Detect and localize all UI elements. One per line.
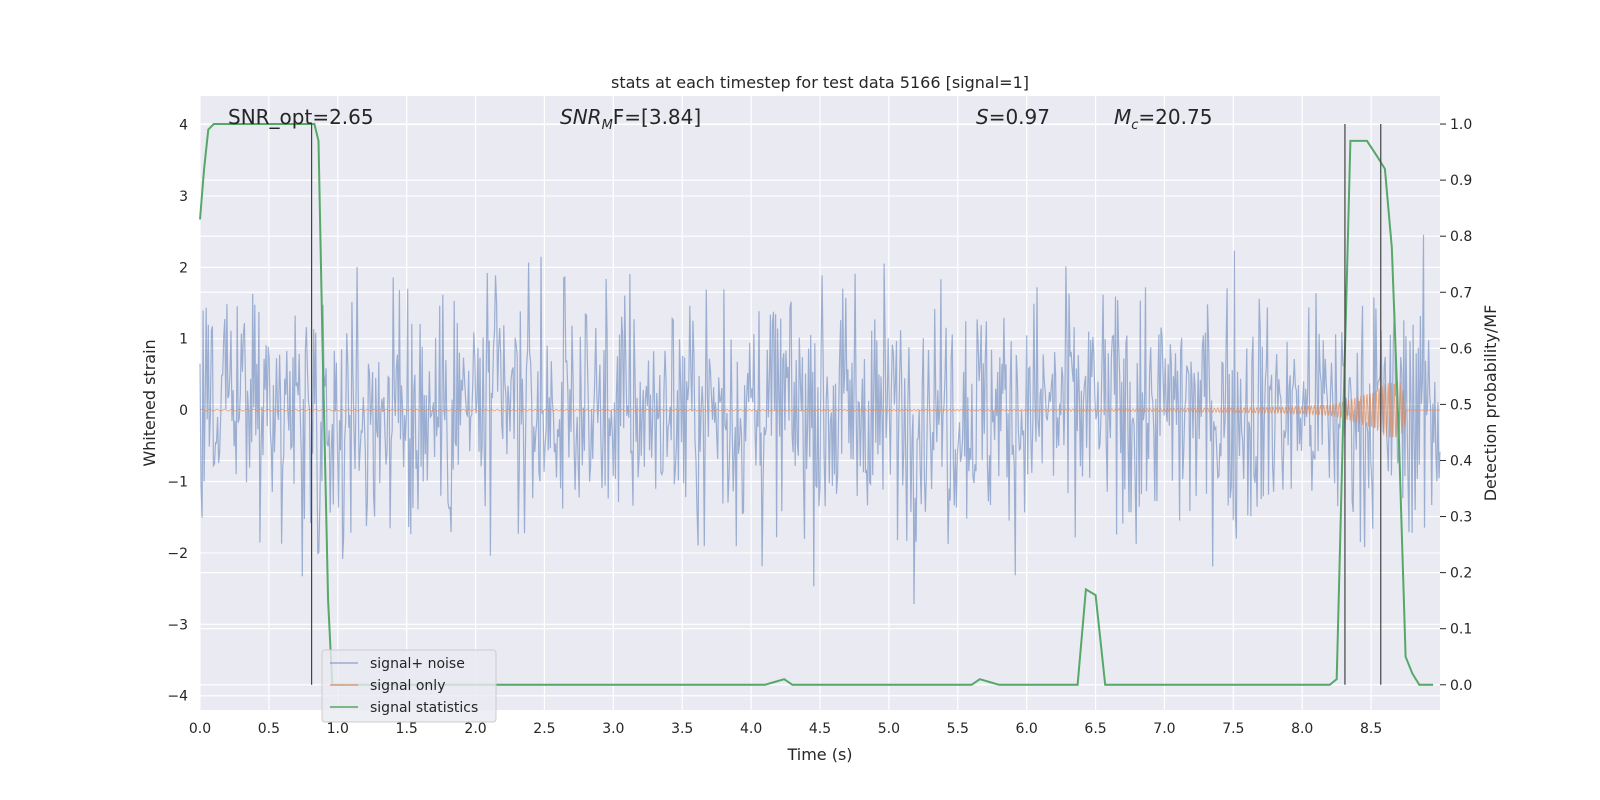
x-tick-label: 1.5 [396, 721, 418, 737]
y-tick-label: −3 [167, 617, 188, 633]
x-tick-label: 5.5 [947, 721, 969, 737]
y-tick-label: 3 [179, 189, 188, 205]
y-tick-label: 4 [179, 118, 188, 134]
y-right-tick-label: 0.2 [1450, 566, 1472, 582]
legend: signal+ noise signal only signal statist… [321, 649, 497, 723]
annotation-mc-base: M [1114, 105, 1131, 129]
series-signal-statistics [199, 123, 1434, 686]
annotation-mc: Mc=20.75 [1114, 105, 1212, 133]
x-axis-ticks: 0.0 0.5 1.0 1.5 2.0 2.5 3.0 3.5 4.0 4.5 5.0 5.5 6.0 6… [189, 721, 1382, 737]
y-axis-label: Whitened strain [140, 339, 159, 466]
x-tick-label: 2.0 [464, 721, 486, 737]
x-axis-label: Time (s) [786, 745, 852, 764]
y-tick-label: 1 [179, 332, 188, 348]
signal-only-line [199, 380, 1440, 441]
y-right-tick-label: 0.7 [1450, 285, 1472, 301]
signal-statistics-line [199, 123, 1434, 686]
x-tick-label: 4.0 [740, 721, 762, 737]
series-signal-noise [199, 234, 1441, 605]
y-tick-label: 0 [179, 403, 188, 419]
x-tick-label: 6.5 [1084, 721, 1106, 737]
y-tick-label: −4 [167, 689, 188, 705]
x-tick-label: 3.0 [602, 721, 624, 737]
annotation-mc-rest: =20.75 [1138, 105, 1212, 129]
y-right-tick-label: 1.0 [1450, 117, 1472, 133]
y-axis-ticks: −4 −3 −2 −1 0 1 2 3 4 [167, 118, 188, 705]
y-tick-label: −1 [167, 475, 188, 491]
y-tick-label: 2 [179, 260, 188, 276]
annotation-snr-mf-rest: F=[3.84] [613, 105, 701, 129]
signal-noise-line [199, 234, 1441, 605]
annotation-snr-mf: SNRMF=[3.84] [560, 105, 701, 133]
legend-label-signal-statistics: signal statistics [370, 700, 478, 716]
x-tick-label: 6.0 [1016, 721, 1038, 737]
y-right-tick-label: 0.8 [1450, 229, 1472, 245]
x-tick-label: 1.0 [327, 721, 349, 737]
legend-label-signal-noise: signal+ noise [370, 656, 465, 672]
y-right-tick-label: 0.0 [1450, 678, 1472, 694]
x-tick-label: 2.5 [533, 721, 555, 737]
x-tick-label: 3.5 [671, 721, 693, 737]
y-right-tick-label: 0.3 [1450, 510, 1472, 526]
y-axis-right-label: Detection probability/MF [1481, 305, 1500, 502]
y-right-tick-label: 0.9 [1450, 173, 1472, 189]
y-right-tick-label: 0.4 [1450, 453, 1472, 469]
y-right-tick-label: 0.6 [1450, 341, 1472, 357]
x-tick-label: 0.0 [189, 721, 211, 737]
legend-box [321, 649, 497, 723]
chart-title: stats at each timestep for test data 516… [611, 73, 1029, 92]
x-tick-label: 8.5 [1360, 721, 1382, 737]
x-tick-label: 7.5 [1222, 721, 1244, 737]
series-signal-only [199, 380, 1440, 441]
y-right-tick-label: 0.5 [1450, 397, 1472, 413]
x-tick-label: 4.5 [809, 721, 831, 737]
legend-label-signal-only: signal only [370, 678, 445, 694]
annotation-snr-mf-base: SNR [560, 105, 602, 129]
annotation-mc-sub: c [1131, 118, 1138, 133]
annotation-s: S=0.97 [976, 105, 1050, 129]
annotation-snr-mf-sub: M [602, 118, 613, 133]
x-tick-label: 8.0 [1291, 721, 1313, 737]
annotation-snr-opt: SNR_opt=2.65 [228, 105, 374, 129]
x-tick-label: 7.0 [1153, 721, 1175, 737]
annotation-s-base: S [976, 105, 989, 129]
annotation-s-rest: =0.97 [989, 105, 1050, 129]
x-tick-label: 5.0 [878, 721, 900, 737]
y-right-tick-label: 0.1 [1450, 622, 1472, 638]
y-axis-right-ticks: 0.0 0.1 0.2 0.3 0.4 0.5 0.6 0.7 0.8 0.9 1.0 [1440, 117, 1472, 694]
x-tick-label: 0.5 [258, 721, 280, 737]
vertical-markers [311, 124, 1382, 685]
y-tick-label: −2 [167, 546, 188, 562]
